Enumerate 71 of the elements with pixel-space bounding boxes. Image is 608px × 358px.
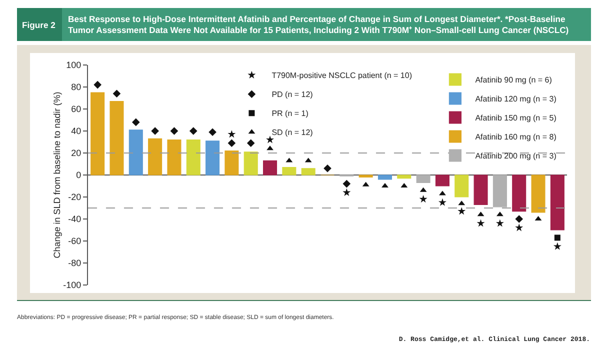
bar	[474, 174, 488, 205]
point	[246, 139, 255, 147]
bar	[128, 130, 143, 176]
legend-label: Afatinib 90 mg (n = 6)	[475, 76, 552, 85]
point	[476, 219, 485, 227]
y-tick-label: 20	[71, 148, 82, 158]
y-tick-label: 40	[71, 126, 82, 136]
bar	[206, 140, 220, 176]
point	[266, 136, 274, 144]
bar	[435, 174, 450, 186]
point	[439, 190, 446, 196]
bar	[550, 174, 564, 230]
y-tick-label: -60	[68, 236, 82, 246]
bar	[224, 150, 239, 176]
legend-label: Afatinib 160 mg (n = 8)	[475, 132, 557, 142]
legend-label: Afatinib 120 mg (n = 3)	[475, 94, 557, 104]
y-tick-label: 0	[76, 170, 82, 180]
legend-label: Afatinib 200 mg (n = 3)	[475, 152, 557, 161]
point	[515, 224, 524, 232]
point	[419, 195, 428, 203]
legend-label: T790M-positive NSCLC patient (n = 10)	[272, 71, 412, 80]
bar	[110, 101, 124, 176]
bar	[263, 160, 278, 176]
y-tick-label: -40	[68, 214, 82, 224]
bar	[167, 140, 182, 176]
chart-title: Best Response to High-Dose Intermittent Afatinib and Percentage of Change in Sum of Longest Diameter*. *Post-Baseline Tumor Assessment Data Were Not Available for 15 Patients, Including 2 With T790M⁺ Non–Small-cell Lung Cancer (NSCLC)	[67, 14, 570, 36]
y-tick-label: -80	[68, 258, 82, 268]
point	[112, 90, 121, 98]
y-tick-label: 100	[66, 60, 82, 70]
legend-label: PR (n = 1)	[272, 109, 309, 118]
bar	[454, 174, 469, 198]
point	[228, 130, 236, 138]
bar	[378, 174, 392, 180]
point	[208, 128, 216, 136]
bar	[90, 92, 105, 176]
y-tick-label: 80	[71, 82, 82, 92]
legend-label: SD (n = 12)	[272, 128, 314, 138]
point	[458, 207, 466, 215]
legend-label: Afatinib 150 mg (n = 5)	[475, 114, 557, 123]
y-axis-title: Change in SLD from baseline to nadir (%)	[52, 92, 62, 258]
point	[266, 146, 274, 150]
bar	[397, 174, 412, 179]
point	[515, 215, 523, 223]
point	[132, 118, 140, 126]
bar	[282, 167, 296, 176]
bar	[416, 174, 430, 183]
point	[553, 242, 562, 250]
bar	[492, 174, 507, 208]
bar	[186, 140, 200, 176]
legend-label: PD (n = 12)	[272, 90, 314, 100]
point	[342, 180, 351, 188]
caption: Figure 2	[17, 8, 62, 41]
y-tick-label: -20	[68, 192, 82, 202]
point	[94, 80, 102, 89]
point	[324, 164, 332, 172]
point	[170, 127, 178, 135]
bar	[358, 174, 373, 178]
bar	[531, 174, 546, 213]
bar	[301, 168, 316, 176]
point	[189, 127, 198, 135]
point	[496, 219, 504, 227]
bar	[512, 174, 526, 212]
point	[342, 188, 351, 196]
point	[228, 139, 236, 147]
point	[151, 127, 159, 135]
bar	[244, 152, 258, 176]
bar	[148, 138, 162, 176]
y-tick-label: 60	[71, 104, 82, 114]
y-tick-label: -100	[63, 280, 82, 290]
point	[554, 234, 560, 241]
point	[438, 198, 446, 206]
